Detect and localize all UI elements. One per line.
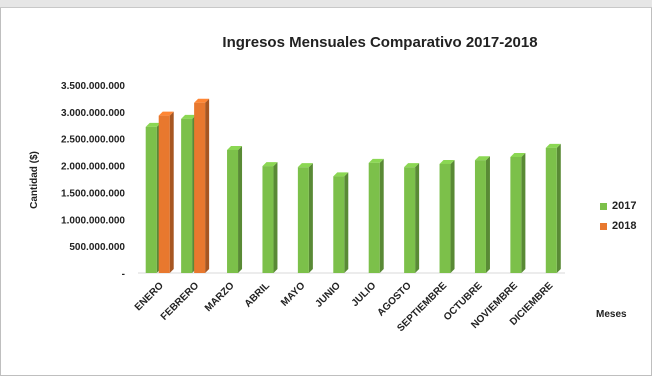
bar-2017-junio bbox=[333, 172, 349, 273]
bar-2017-enero bbox=[145, 122, 161, 273]
bar-side bbox=[450, 159, 455, 273]
bar-front bbox=[333, 176, 345, 273]
bar-side bbox=[238, 145, 243, 273]
y-tick-label: 1.000.000.000 bbox=[61, 215, 125, 226]
bar-front bbox=[404, 167, 416, 273]
bar-front bbox=[262, 166, 274, 273]
y-tick-label: 2.000.000.000 bbox=[61, 162, 125, 173]
bar-2017-febrero bbox=[181, 114, 197, 273]
bar-side bbox=[273, 162, 278, 273]
bar-side bbox=[344, 172, 349, 273]
bar-top bbox=[181, 114, 197, 119]
x-tick-label: ENERO bbox=[133, 280, 166, 313]
bar-2017-octubre bbox=[474, 156, 490, 273]
bar-side bbox=[205, 98, 210, 274]
bar-2017-marzo bbox=[227, 145, 243, 273]
chart-legend: 2017 2018 bbox=[600, 196, 636, 236]
bar-top bbox=[404, 163, 420, 168]
bar-2017-noviembre bbox=[510, 152, 526, 273]
bar-front bbox=[368, 162, 380, 273]
bar-2017-diciembre bbox=[545, 143, 561, 273]
bar-2018-febrero bbox=[194, 98, 210, 274]
bar-2018-enero bbox=[158, 111, 174, 273]
bar-top bbox=[227, 145, 243, 150]
legend-item-2018: 2018 bbox=[600, 216, 636, 236]
bar-side bbox=[415, 163, 420, 273]
bar-side bbox=[521, 152, 526, 273]
bar-side bbox=[379, 158, 384, 273]
bar-top bbox=[145, 122, 161, 127]
x-tick-label: MARZO bbox=[203, 280, 237, 314]
bar-front bbox=[158, 115, 170, 273]
bar-2017-agosto bbox=[404, 163, 420, 273]
bar-2017-abril bbox=[262, 162, 278, 273]
bar-top bbox=[194, 98, 210, 103]
y-tick-label: 2.500.000.000 bbox=[61, 135, 125, 146]
chart-title: Ingresos Mensuales Comparativo 2017-2018 bbox=[222, 34, 538, 51]
bar-top bbox=[158, 111, 174, 116]
bar-top bbox=[262, 162, 278, 167]
bar-front bbox=[439, 163, 451, 273]
legend-label-2018: 2018 bbox=[612, 220, 637, 232]
bar-front bbox=[145, 126, 157, 273]
bar-front bbox=[297, 167, 309, 273]
x-tick-label: JULIO bbox=[350, 280, 379, 309]
bar-top bbox=[474, 156, 490, 161]
legend-item-2017: 2017 bbox=[600, 196, 636, 216]
y-axis-label: Cantidad ($) bbox=[29, 151, 40, 209]
bar-side bbox=[556, 143, 561, 273]
y-tick-label: 500.000.000 bbox=[69, 242, 125, 253]
y-tick-label: 1.500.000.000 bbox=[61, 188, 125, 199]
bar-front bbox=[510, 156, 522, 273]
x-tick-label: ABRIL bbox=[243, 280, 272, 309]
x-tick-label: FEBRERO bbox=[159, 280, 202, 323]
bar-top bbox=[439, 159, 455, 164]
legend-swatch-2018 bbox=[600, 222, 607, 230]
bar-side bbox=[169, 111, 174, 273]
bar-side bbox=[485, 156, 490, 273]
bar-top bbox=[545, 143, 561, 148]
bar-2017-mayo bbox=[297, 163, 313, 273]
legend-label-2017: 2017 bbox=[612, 200, 637, 212]
bar-side bbox=[308, 163, 313, 273]
legend-swatch-2017 bbox=[600, 202, 607, 210]
bar-top bbox=[297, 163, 313, 168]
y-tick-label: 3.500.000.000 bbox=[61, 81, 125, 92]
x-tick-label: MAYO bbox=[279, 280, 307, 308]
bar-2017-julio bbox=[368, 158, 384, 273]
bar-front bbox=[194, 102, 206, 274]
bar-front bbox=[474, 160, 486, 273]
bar-2017-septiembre bbox=[439, 159, 455, 273]
window-top-band bbox=[0, 0, 652, 8]
bar-top bbox=[333, 172, 349, 177]
x-tick-label: JUNIO bbox=[314, 280, 344, 310]
bar-front bbox=[545, 147, 557, 273]
x-axis-label: Meses bbox=[596, 309, 627, 320]
y-tick-label: - bbox=[122, 269, 125, 280]
y-tick-label: 3.000.000.000 bbox=[61, 108, 125, 119]
bar-front bbox=[181, 118, 193, 273]
bar-top bbox=[368, 158, 384, 163]
bar-front bbox=[227, 149, 239, 273]
bar-top bbox=[510, 152, 526, 157]
